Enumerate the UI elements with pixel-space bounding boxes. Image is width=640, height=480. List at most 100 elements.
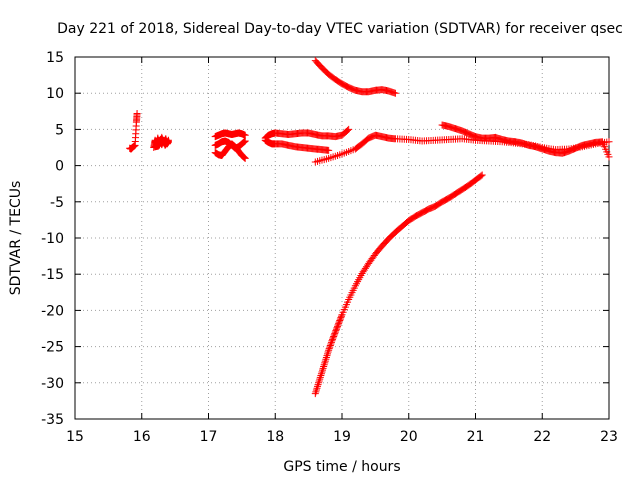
data-point — [336, 315, 344, 323]
data-point — [322, 355, 330, 363]
x-tick-label: 19 — [333, 429, 351, 445]
data-point — [325, 346, 333, 354]
data-point — [321, 357, 329, 365]
data-point — [322, 353, 330, 361]
data-point — [323, 352, 331, 360]
data-point — [337, 314, 345, 322]
data-point — [478, 171, 486, 179]
data-point — [345, 125, 353, 133]
x-tick-label: 18 — [266, 429, 284, 445]
data-point — [330, 332, 338, 340]
x-tick-label: 17 — [200, 429, 218, 445]
data-point — [314, 381, 322, 389]
data-point — [324, 348, 332, 356]
y-tick-label: -20 — [41, 303, 64, 319]
data-point — [337, 312, 345, 320]
data-point — [605, 138, 613, 146]
data-point — [164, 137, 172, 145]
data-point — [316, 373, 324, 381]
data-point — [320, 361, 328, 369]
data-point — [326, 342, 334, 350]
data-point — [325, 146, 333, 154]
data-point — [344, 126, 352, 134]
data-point — [164, 136, 172, 144]
y-tick-label: -15 — [41, 267, 64, 283]
data-point — [314, 382, 322, 390]
data-point — [317, 372, 325, 380]
y-tick-label: -35 — [41, 412, 64, 428]
data-point — [327, 340, 335, 348]
data-point — [325, 345, 333, 353]
data-point — [331, 330, 339, 338]
data-point — [336, 317, 344, 325]
y-tick-label: -5 — [50, 195, 64, 211]
data-point — [312, 386, 320, 394]
data-point — [477, 172, 485, 180]
data-point — [241, 154, 249, 162]
x-tick-label: 23 — [600, 429, 618, 445]
y-tick-label: -25 — [41, 340, 64, 356]
x-tick-label: 22 — [533, 429, 551, 445]
x-tick-label: 15 — [66, 429, 84, 445]
series-track-20-upper — [438, 121, 613, 161]
data-points — [126, 57, 613, 398]
y-tick-label: 15 — [46, 50, 64, 66]
series-cluster-17-a — [211, 129, 249, 141]
series-cluster-17-c — [211, 137, 249, 152]
series-early-points — [126, 109, 141, 153]
data-point — [311, 390, 319, 398]
data-point — [321, 359, 329, 367]
x-axis-label: GPS time / hours — [283, 459, 400, 475]
x-tick-label: 16 — [133, 429, 151, 445]
data-point — [319, 366, 327, 374]
y-tick-label: 5 — [55, 122, 64, 138]
data-point — [315, 379, 323, 387]
axis-ticks — [74, 56, 610, 420]
data-point — [312, 388, 320, 396]
data-point — [319, 364, 327, 372]
y-tick-label: -10 — [41, 231, 64, 247]
data-point — [320, 363, 328, 371]
data-point — [331, 328, 339, 336]
y-tick-label: 0 — [55, 159, 64, 175]
data-point — [329, 335, 337, 343]
data-point — [133, 109, 141, 117]
grid-lines — [75, 57, 609, 419]
data-point — [241, 137, 249, 145]
data-point — [605, 153, 613, 161]
data-point — [334, 322, 342, 330]
y-tick-labels: -35 -30 -25 -20 -15 -10 -5 0 5 10 15 — [41, 50, 64, 428]
data-point — [332, 327, 340, 335]
data-point — [155, 141, 163, 149]
y-axis-label: SDTVAR / TECUs — [8, 181, 24, 296]
series-track-rising — [311, 171, 486, 398]
data-point — [154, 142, 162, 150]
series-cluster-16 — [150, 133, 172, 151]
data-point — [324, 350, 332, 358]
data-point — [329, 334, 337, 342]
data-point — [317, 370, 325, 378]
data-point — [163, 138, 171, 146]
y-tick-label: 10 — [46, 86, 64, 102]
data-point — [332, 325, 340, 333]
data-point — [335, 319, 343, 327]
series-track-18-upper — [261, 125, 353, 142]
series-track-descending — [311, 57, 399, 97]
data-point — [318, 368, 326, 376]
data-point — [334, 321, 342, 329]
data-point — [333, 324, 341, 332]
data-point — [328, 337, 336, 345]
data-point — [326, 343, 334, 351]
chart-title: Day 221 of 2018, Sidereal Day-to-day VTE… — [57, 21, 623, 37]
y-tick-label: -30 — [41, 376, 64, 392]
x-tick-labels: 15 16 17 18 19 20 21 22 23 — [66, 429, 618, 445]
data-point — [335, 318, 343, 326]
data-point — [313, 384, 321, 392]
x-tick-label: 20 — [400, 429, 418, 445]
x-tick-label: 21 — [467, 429, 485, 445]
series-track-18-lower — [261, 136, 333, 154]
data-point — [330, 331, 338, 339]
data-point — [327, 338, 335, 346]
data-point — [316, 375, 324, 383]
